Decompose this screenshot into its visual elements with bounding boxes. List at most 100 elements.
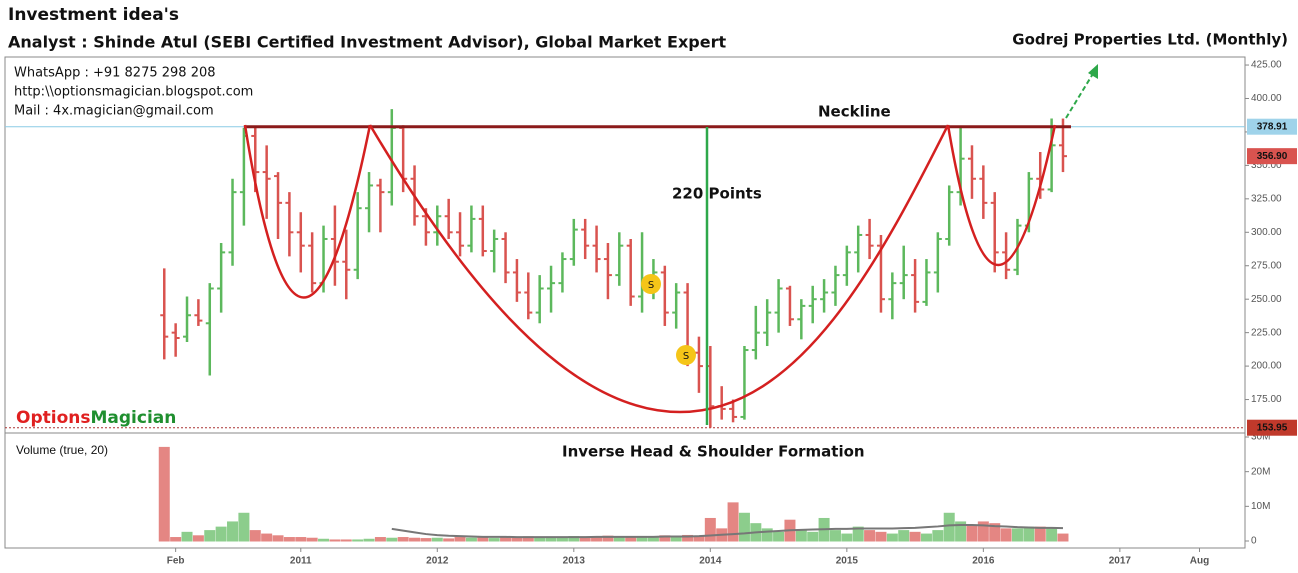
volume-bar [443,538,455,542]
y-tick-label: 250.00 [1251,294,1282,305]
x-tick-label: 2017 [1109,556,1132,567]
y-tick-label: 300.00 [1251,227,1282,238]
volume-bar [363,538,375,542]
volume-bar [841,533,853,542]
volume-bar [625,537,637,542]
x-tick-label: 2016 [972,556,995,567]
volume-bar [215,526,227,542]
price-label-box [1247,419,1297,436]
volume-bar [431,537,443,542]
signal: S [648,280,654,291]
volume-bar [1034,526,1046,542]
volume-bar [909,531,921,542]
volume-bar [977,521,989,542]
price-label-box [1247,118,1297,135]
volume-bar [329,539,341,542]
price-label: 378.91 [1257,121,1288,132]
signal-badge [676,345,696,365]
volume-bar [773,531,785,542]
y-tick-label: 325.00 [1251,193,1282,204]
volume-bar [397,537,409,542]
chart-title: Godrej Properties Ltd. (Monthly) [1012,31,1288,49]
volume-bar [488,538,500,542]
volume-bar [192,535,204,542]
brand-part: Options [16,408,90,428]
volume-bar [511,537,523,542]
arrow [1065,71,1095,119]
y-tick-label: 275.00 [1251,260,1282,271]
volume-bar [852,526,864,542]
x-tick-label: Aug [1190,556,1209,567]
signal-badge [641,274,661,294]
brand: OptionsMagician [16,408,176,428]
volume-bar [465,537,477,542]
volume-bar [955,521,967,542]
annotation: Inverse Head & Shoulder Formation [562,443,865,461]
volume-bar [807,531,819,542]
y-tick-label: 10M [1251,501,1270,512]
volume-bar [682,534,694,542]
volume-bar [534,537,546,542]
y-tick-label: 0 [1251,536,1257,547]
x-tick-label: Feb [167,556,185,567]
volume-bar [875,531,887,542]
volume-bar [409,537,421,542]
x-tick-label: 2011 [290,556,312,567]
contact: http:\\optionsmagician.blogspot.com [14,85,253,100]
price-label: 153.95 [1257,422,1288,433]
volume-bar [591,537,603,542]
y-tick-label: 425.00 [1251,60,1282,71]
volume-bar [886,533,898,542]
volume-bar [943,512,955,542]
volume-bar [340,539,352,542]
x-tick-label: 2014 [699,556,722,567]
plot-frame [4,56,1246,549]
volume-bar [306,537,318,542]
volume-bar [989,523,1001,542]
volume-bar [795,530,807,542]
volume-bar [898,530,910,542]
y-tick-label: 175.00 [1251,394,1282,405]
page-title: Investment idea's [8,5,179,25]
curve [368,124,950,414]
volume-bar [204,530,216,542]
volume-bar [829,530,841,542]
volume-bar [727,502,739,542]
volume-bar [318,538,330,542]
volume-bar [295,537,307,542]
arrow-head [1088,64,1098,79]
price-label: 356.90 [1257,151,1288,162]
x-tick-label: 2013 [563,556,586,567]
volume-bar [352,539,364,542]
volume-bar [261,533,273,542]
volume-ma [391,524,1064,539]
volume-bar [1011,528,1023,542]
signal: S [683,351,689,362]
x-tick-label: 2012 [426,556,449,567]
volume-bar [158,446,170,542]
volume-bar [283,537,295,542]
y-tick-label: 200.00 [1251,361,1282,372]
volume-bar [374,537,386,542]
volume-bar [420,538,432,542]
volume-bar [932,530,944,542]
volume-bar [920,533,932,542]
x-tick-label: 2015 [836,556,859,567]
volume-bar [864,530,876,542]
volume-bar [761,528,773,542]
volume-bar [704,517,716,542]
volume-bar [181,531,193,542]
volume-bar [272,535,284,542]
volume-bar [454,537,466,542]
annotation: 220 Points [672,185,762,203]
volume-bar [1023,526,1035,542]
brand-part: Magician [90,408,176,428]
volume-bar [227,521,239,542]
series [158,109,1071,542]
volume-bar [170,537,182,542]
pattern-curves [243,124,1057,414]
annotation: Neckline [818,103,891,121]
volume-bar [249,530,261,542]
y-tick-label: 30M [1251,432,1270,443]
